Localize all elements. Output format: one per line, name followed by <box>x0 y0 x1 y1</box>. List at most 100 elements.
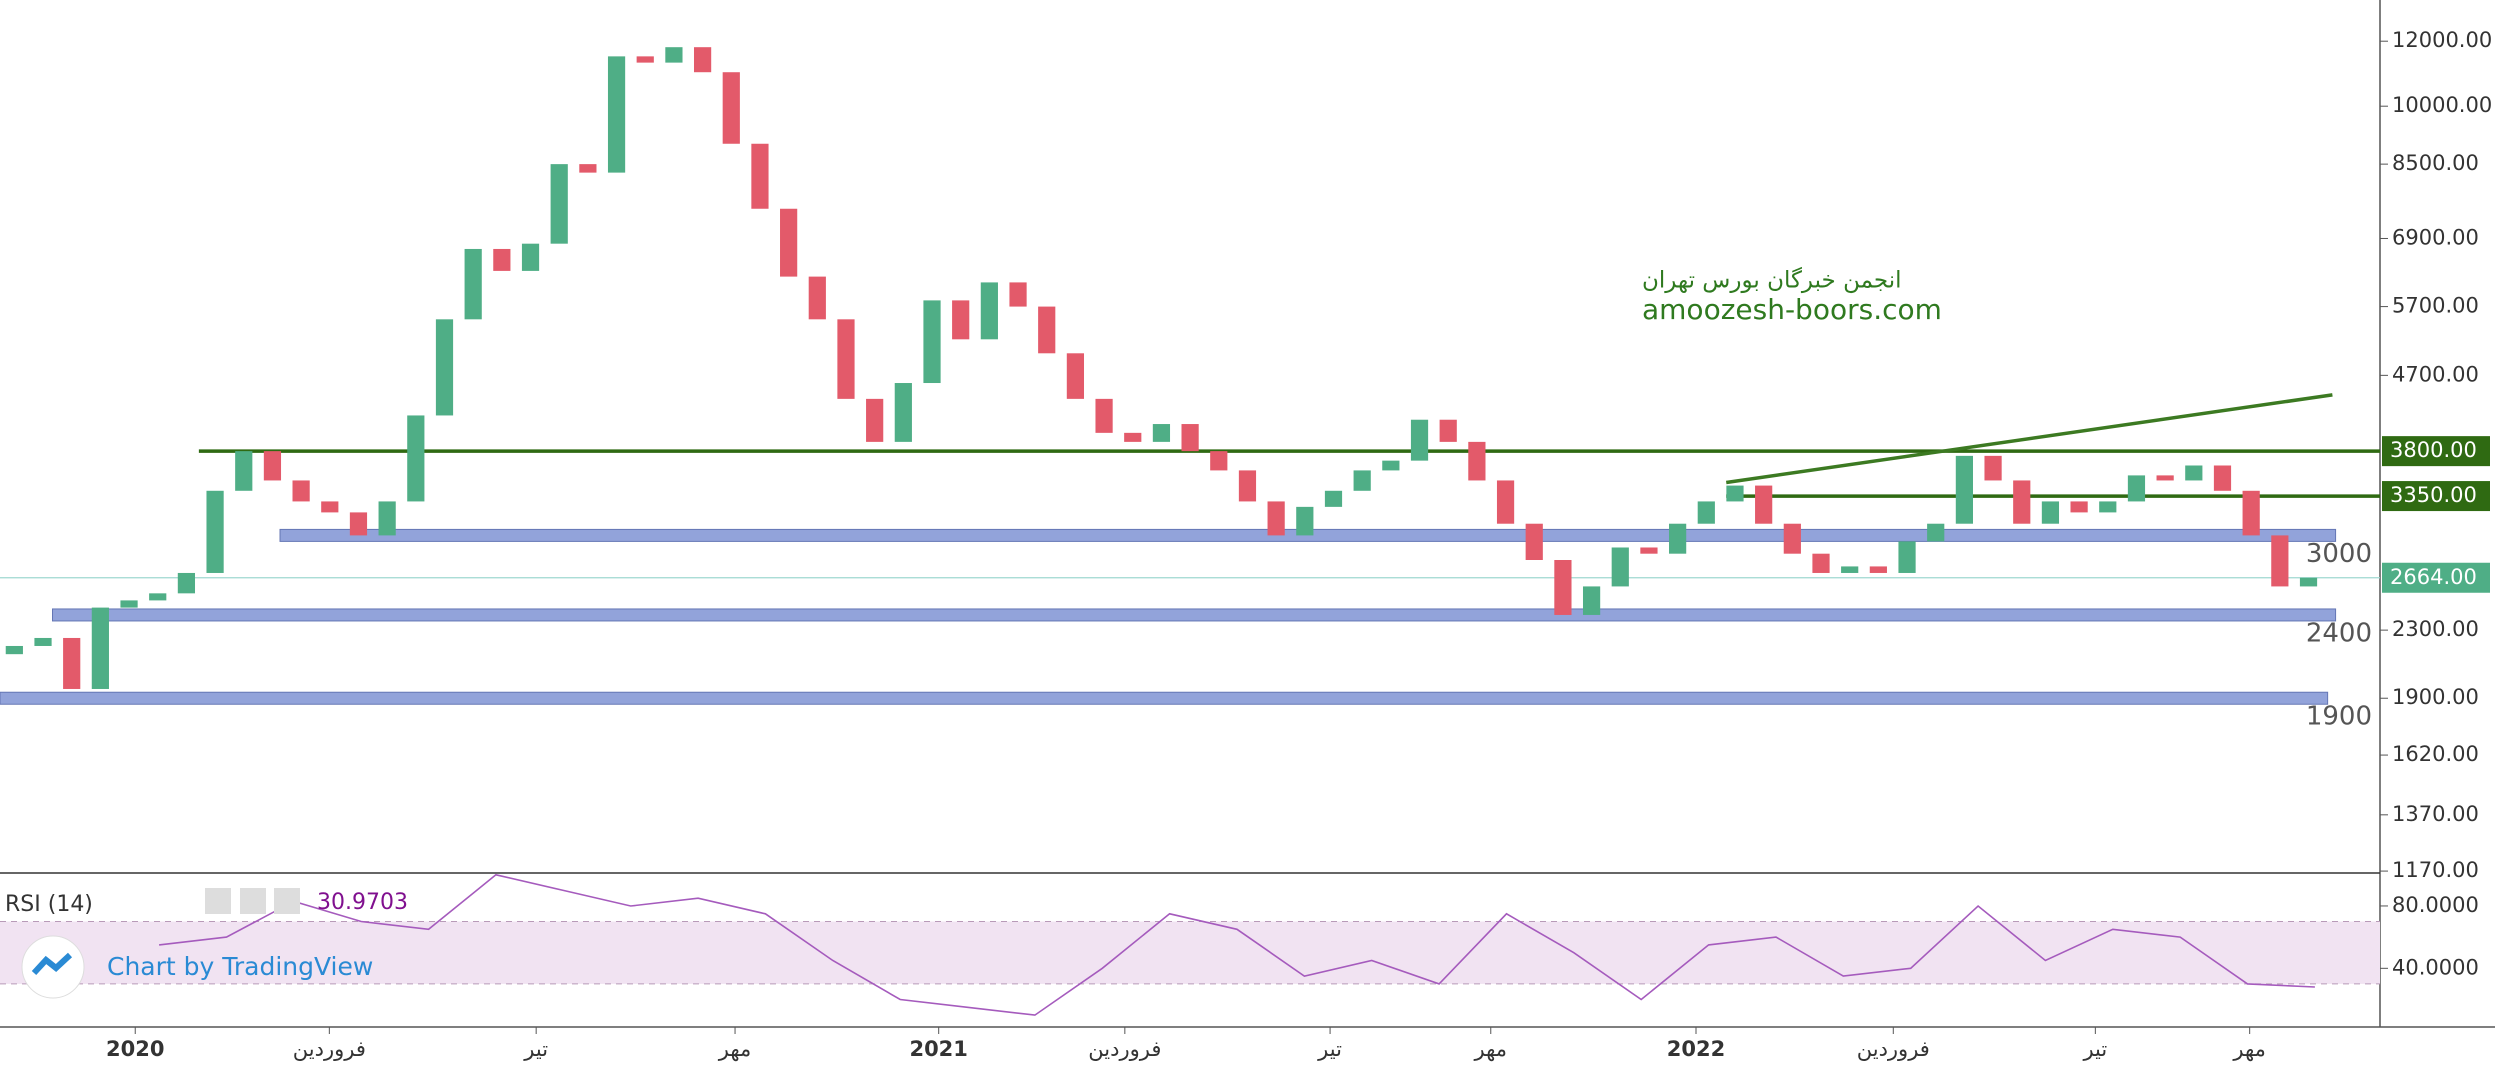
candle <box>2242 490 2260 536</box>
candle <box>2185 465 2203 481</box>
y-tick-label: 12000.00 <box>2392 28 2492 52</box>
candle <box>1181 424 1199 452</box>
x-tick-label: تیر <box>1317 1037 1342 1061</box>
candle <box>952 300 970 340</box>
candle <box>1726 485 1744 502</box>
candle <box>120 600 138 608</box>
candle <box>407 415 425 502</box>
candle <box>5 645 23 655</box>
candle <box>1238 470 1257 502</box>
x-tick-label: 2022 <box>1667 1037 1725 1061</box>
candle <box>464 248 482 320</box>
candle <box>1410 419 1429 461</box>
candle <box>1927 523 1945 542</box>
candle <box>206 490 224 573</box>
candle <box>1382 460 1400 471</box>
zone-label: 2400 <box>2306 618 2372 648</box>
candle <box>34 637 52 646</box>
candle <box>780 208 798 277</box>
candle <box>1038 306 1056 354</box>
candle <box>1124 432 1142 442</box>
candle <box>1898 541 1916 573</box>
button[interactable] <box>240 888 266 914</box>
x-tick-label: 2020 <box>106 1037 164 1061</box>
rsi-tick-label: 80.0000 <box>2392 893 2479 917</box>
candle <box>1812 553 1830 573</box>
candle <box>894 383 912 442</box>
y-tick-label: 4700.00 <box>2392 362 2479 386</box>
candle <box>693 47 712 73</box>
y-tick-label: 6900.00 <box>2392 225 2479 249</box>
candle <box>1353 470 1371 491</box>
y-tick-label: 1370.00 <box>2392 802 2479 826</box>
candle <box>837 319 855 399</box>
candle <box>1755 485 1773 524</box>
candle <box>1697 501 1715 524</box>
candle <box>1640 547 1658 554</box>
candle <box>1496 480 1515 524</box>
candle <box>149 593 167 601</box>
candle <box>1468 441 1486 481</box>
y-tick-label: 1900.00 <box>2392 685 2479 709</box>
candle <box>2013 480 2031 524</box>
rsi-value: 30.9703 <box>317 890 408 915</box>
credit[interactable]: Chart by TradingView <box>107 952 373 981</box>
y-tick-label: 1170.00 <box>2392 858 2479 882</box>
support-zone <box>0 691 2329 705</box>
watermark-site: amoozesh-boors.com <box>1642 293 1942 326</box>
zone-label: 1900 <box>2306 702 2372 732</box>
candle <box>2099 501 2117 513</box>
x-tick-label: مهر <box>2232 1037 2266 1061</box>
y-tick-label: 1620.00 <box>2392 742 2479 766</box>
level-box <box>2382 481 2490 512</box>
candle <box>321 501 339 513</box>
candle <box>1009 282 1027 307</box>
candle <box>1611 547 1629 587</box>
candle <box>2156 475 2174 481</box>
candle <box>722 72 740 144</box>
candle <box>550 164 568 244</box>
candle <box>2041 501 2060 524</box>
candle <box>292 480 310 502</box>
x-tick-label: فروردین <box>293 1037 366 1061</box>
candle <box>2213 465 2232 491</box>
candle <box>349 512 368 536</box>
candle <box>607 56 626 173</box>
x-tick-label: فروردین <box>1857 1037 1930 1061</box>
candle <box>808 276 826 320</box>
last-price-label: 2664.00 <box>2390 565 2477 589</box>
candle <box>1955 455 1973 524</box>
candle <box>493 248 511 271</box>
candle <box>1669 523 1687 554</box>
x-tick-label: مهر <box>718 1037 752 1061</box>
rsi-buttons[interactable] <box>205 888 300 914</box>
y-tick-label: 10000.00 <box>2392 93 2492 117</box>
rsi-tick-label: 40.0000 <box>2392 955 2479 979</box>
candle <box>1296 506 1314 536</box>
x-tick-label: مهر <box>1474 1037 1508 1061</box>
candle <box>923 300 941 384</box>
candle <box>263 451 282 481</box>
rsi-band <box>0 921 2380 984</box>
candle <box>1439 419 1457 442</box>
candle <box>2299 577 2318 587</box>
candle <box>1582 586 1601 615</box>
candle <box>1210 451 1228 471</box>
button[interactable] <box>274 888 300 914</box>
candle <box>2271 535 2289 587</box>
candle <box>435 319 454 416</box>
button[interactable] <box>205 888 231 914</box>
y-tick-label: 5700.00 <box>2392 294 2479 318</box>
x-tick-label: تیر <box>523 1037 548 1061</box>
level-label: 3350.00 <box>2390 483 2477 507</box>
trend-line <box>1725 393 2333 485</box>
candle <box>63 637 81 689</box>
rsi-line <box>159 873 2315 1016</box>
candle <box>579 164 597 173</box>
candle <box>1554 560 1572 615</box>
x-tick-label: تیر <box>2082 1037 2107 1061</box>
level-label: 3800.00 <box>2390 438 2477 462</box>
candle <box>980 282 998 340</box>
candle <box>1783 523 1801 554</box>
